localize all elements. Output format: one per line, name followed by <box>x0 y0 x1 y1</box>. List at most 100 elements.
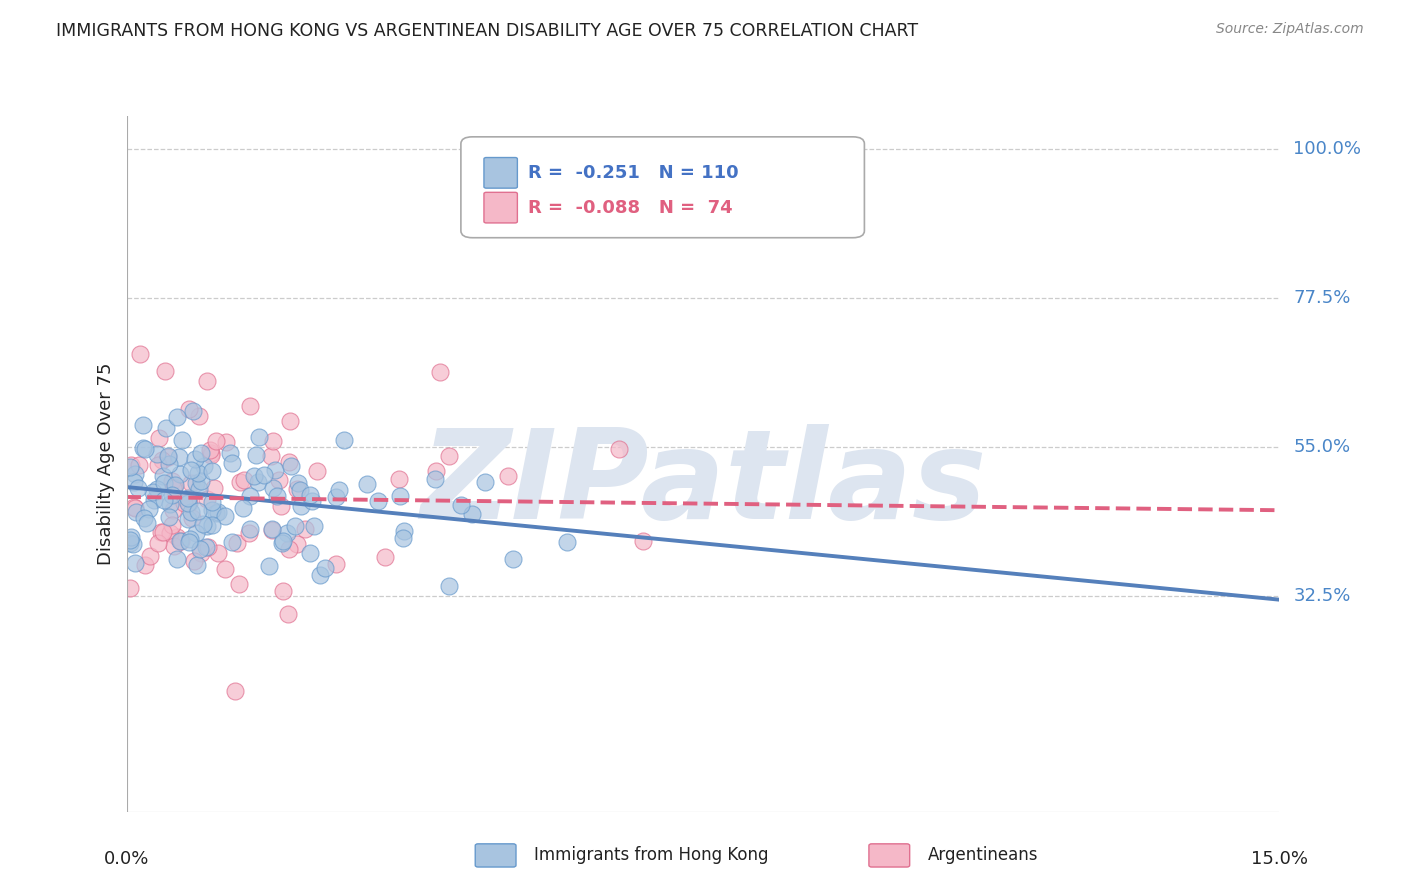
Point <box>159 525 181 540</box>
Point <box>180 475 202 490</box>
Point <box>155 421 177 435</box>
Point <box>204 506 226 520</box>
Point <box>181 404 204 418</box>
Point <box>127 481 149 495</box>
Point <box>308 568 330 582</box>
Point <box>233 473 256 487</box>
Point <box>204 434 226 448</box>
Point <box>305 464 328 478</box>
Point <box>190 446 212 460</box>
Point <box>128 458 150 472</box>
Point <box>145 482 167 496</box>
Point <box>214 508 236 523</box>
Point <box>263 463 285 477</box>
FancyBboxPatch shape <box>484 193 517 223</box>
Point <box>200 446 222 460</box>
Point <box>271 536 294 550</box>
Point <box>180 505 202 519</box>
Point <box>266 489 288 503</box>
Point <box>177 401 200 416</box>
Point <box>173 496 195 510</box>
Point <box>474 475 496 490</box>
Point <box>181 510 204 524</box>
Point <box>167 450 190 464</box>
Point <box>278 455 301 469</box>
Text: 100.0%: 100.0% <box>1294 140 1361 158</box>
Point <box>134 558 156 573</box>
Point <box>170 533 193 548</box>
Point <box>496 469 519 483</box>
Point <box>150 453 173 467</box>
Point <box>132 511 155 525</box>
Point <box>157 457 180 471</box>
Point <box>160 488 183 502</box>
Point <box>333 434 356 448</box>
Point <box>146 447 169 461</box>
Point <box>262 481 284 495</box>
Point <box>184 475 207 490</box>
Point <box>169 533 191 548</box>
Point <box>136 516 159 531</box>
Point <box>239 399 262 413</box>
Point <box>232 501 254 516</box>
Point <box>287 476 309 491</box>
Point <box>148 431 170 445</box>
Point <box>201 495 224 509</box>
Point <box>260 524 283 538</box>
Text: 32.5%: 32.5% <box>1294 587 1351 606</box>
Point <box>285 537 308 551</box>
Text: Source: ZipAtlas.com: Source: ZipAtlas.com <box>1216 22 1364 37</box>
Point <box>392 524 415 538</box>
Point <box>367 493 389 508</box>
Point <box>143 493 166 508</box>
Point <box>243 469 266 483</box>
Point <box>278 541 301 556</box>
Point <box>197 540 219 554</box>
Point <box>190 546 212 560</box>
Point <box>170 434 193 448</box>
Point <box>425 464 447 478</box>
Point <box>165 477 187 491</box>
Point <box>224 684 246 698</box>
Point <box>304 519 326 533</box>
Point <box>328 483 350 498</box>
Point <box>260 449 283 463</box>
Point <box>153 493 176 508</box>
FancyBboxPatch shape <box>461 136 865 238</box>
Text: 77.5%: 77.5% <box>1294 289 1351 307</box>
Point <box>124 556 146 570</box>
Point <box>160 474 183 488</box>
Point <box>187 466 209 480</box>
Point <box>177 491 200 505</box>
Point <box>195 374 218 388</box>
Point <box>157 509 180 524</box>
Point <box>207 546 229 560</box>
Point <box>166 409 188 424</box>
Point <box>262 522 284 536</box>
Text: 15.0%: 15.0% <box>1251 850 1308 868</box>
Point <box>193 459 215 474</box>
Point <box>388 489 411 503</box>
Point <box>284 519 307 533</box>
Point <box>152 524 174 539</box>
Point <box>325 490 347 504</box>
Point <box>156 450 179 464</box>
Point <box>239 522 262 536</box>
Point <box>202 481 225 495</box>
Point <box>148 536 170 550</box>
Point <box>183 554 205 568</box>
Point <box>437 579 460 593</box>
Point <box>132 417 155 432</box>
Text: 55.0%: 55.0% <box>1294 438 1350 457</box>
Point <box>138 501 160 516</box>
Point <box>160 518 183 533</box>
Text: 0.0%: 0.0% <box>104 850 149 868</box>
Point <box>253 468 276 483</box>
Point <box>169 467 191 482</box>
Point <box>121 537 143 551</box>
Point <box>122 500 145 515</box>
Point <box>221 535 243 549</box>
Text: Immigrants from Hong Kong: Immigrants from Hong Kong <box>534 846 769 863</box>
Point <box>285 482 308 496</box>
Point <box>555 535 578 549</box>
